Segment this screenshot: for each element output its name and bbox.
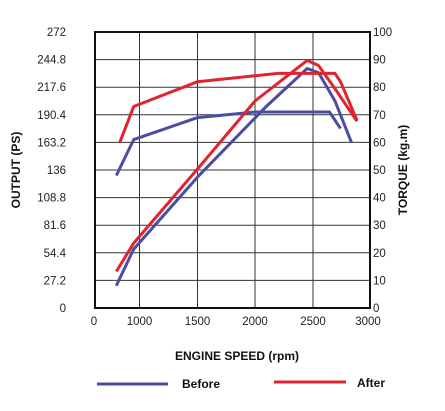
y-left-tick-label: 0 xyxy=(60,303,66,315)
x-tick-label: 1000 xyxy=(127,316,153,328)
y-right-tick-label: 90 xyxy=(373,55,386,67)
x-tick-label: 0 xyxy=(91,316,97,328)
y-right-tick-label: 80 xyxy=(373,82,386,94)
y-right-tick-label: 100 xyxy=(373,27,392,39)
y-right-axis-title: TORQUE (kg.m) xyxy=(396,125,410,215)
y-right-tick-label: 20 xyxy=(373,248,386,260)
tick-labels: 0 27.2 54.4 81.6 108.8 136 163.2 190.4 217.6 244.… xyxy=(37,27,392,328)
x-axis-title: ENGINE SPEED (rpm) xyxy=(175,349,299,363)
y-right-tick-label: 30 xyxy=(373,220,386,232)
y-right-tick-label: 60 xyxy=(373,137,386,149)
y-left-tick-label: 244.8 xyxy=(37,55,66,67)
y-right-tick-label: 0 xyxy=(373,303,379,315)
y-left-tick-label: 54.4 xyxy=(44,248,67,260)
series-line-after-torque xyxy=(118,71,359,143)
x-tick-label: 2000 xyxy=(242,316,268,328)
legend-before-label: Before xyxy=(182,377,220,391)
y-left-tick-label: 81.6 xyxy=(44,220,66,232)
y-right-tick-label: 70 xyxy=(373,110,386,122)
y-left-axis-title: OUTPUT (PS) xyxy=(9,132,23,209)
x-tick-label: 1500 xyxy=(185,316,211,328)
series-lines xyxy=(114,58,359,287)
legend: Before After xyxy=(97,376,385,391)
y-left-tick-label: 27.2 xyxy=(44,275,66,287)
series-line-before-torque xyxy=(114,110,342,177)
series-line-before-output xyxy=(114,67,353,287)
y-right-tick-label: 50 xyxy=(373,165,386,177)
y-left-tick-label: 108.8 xyxy=(37,193,66,205)
y-right-tick-label: 10 xyxy=(373,275,386,287)
legend-after-label: After xyxy=(357,376,385,390)
y-left-tick-label: 272 xyxy=(47,27,66,39)
y-left-tick-label: 190.4 xyxy=(37,110,66,122)
y-left-tick-label: 136 xyxy=(47,165,66,177)
x-tick-label: 3000 xyxy=(355,316,381,328)
y-left-tick-label: 217.6 xyxy=(37,82,66,94)
y-right-tick-label: 40 xyxy=(373,193,386,205)
series-line-after-output xyxy=(115,58,359,273)
plot-frame xyxy=(94,31,371,309)
x-tick-label: 2500 xyxy=(300,316,326,328)
y-left-tick-label: 163.2 xyxy=(37,137,66,149)
